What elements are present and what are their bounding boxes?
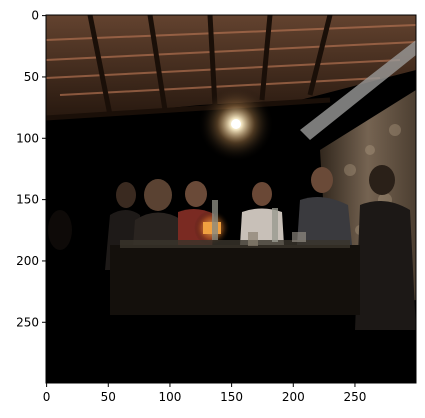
x-tick-label: 250: [343, 390, 366, 404]
x-tick-label: 0: [43, 390, 51, 404]
y-tick-label: 50: [24, 70, 39, 84]
x-tick-label: 200: [282, 390, 305, 404]
y-tick-label: 100: [16, 131, 39, 145]
y-tick-label: 0: [31, 9, 39, 23]
x-tick-label: 50: [101, 390, 116, 404]
y-tick-label: 200: [16, 254, 39, 268]
ceiling-beams: [46, 15, 416, 140]
axes-frame: [45, 14, 417, 384]
y-axis: 0 50 100 150 200 250: [16, 9, 46, 329]
lamp-bulb: [231, 119, 241, 129]
y-tick-label: 150: [16, 193, 39, 207]
y-tick-label: 250: [16, 315, 39, 329]
x-tick-label: 100: [158, 390, 181, 404]
photo: [46, 15, 416, 383]
x-tick-label: 150: [220, 390, 243, 404]
x-axis: 0 50 100 150 200 250: [43, 383, 366, 404]
table: [110, 200, 360, 315]
